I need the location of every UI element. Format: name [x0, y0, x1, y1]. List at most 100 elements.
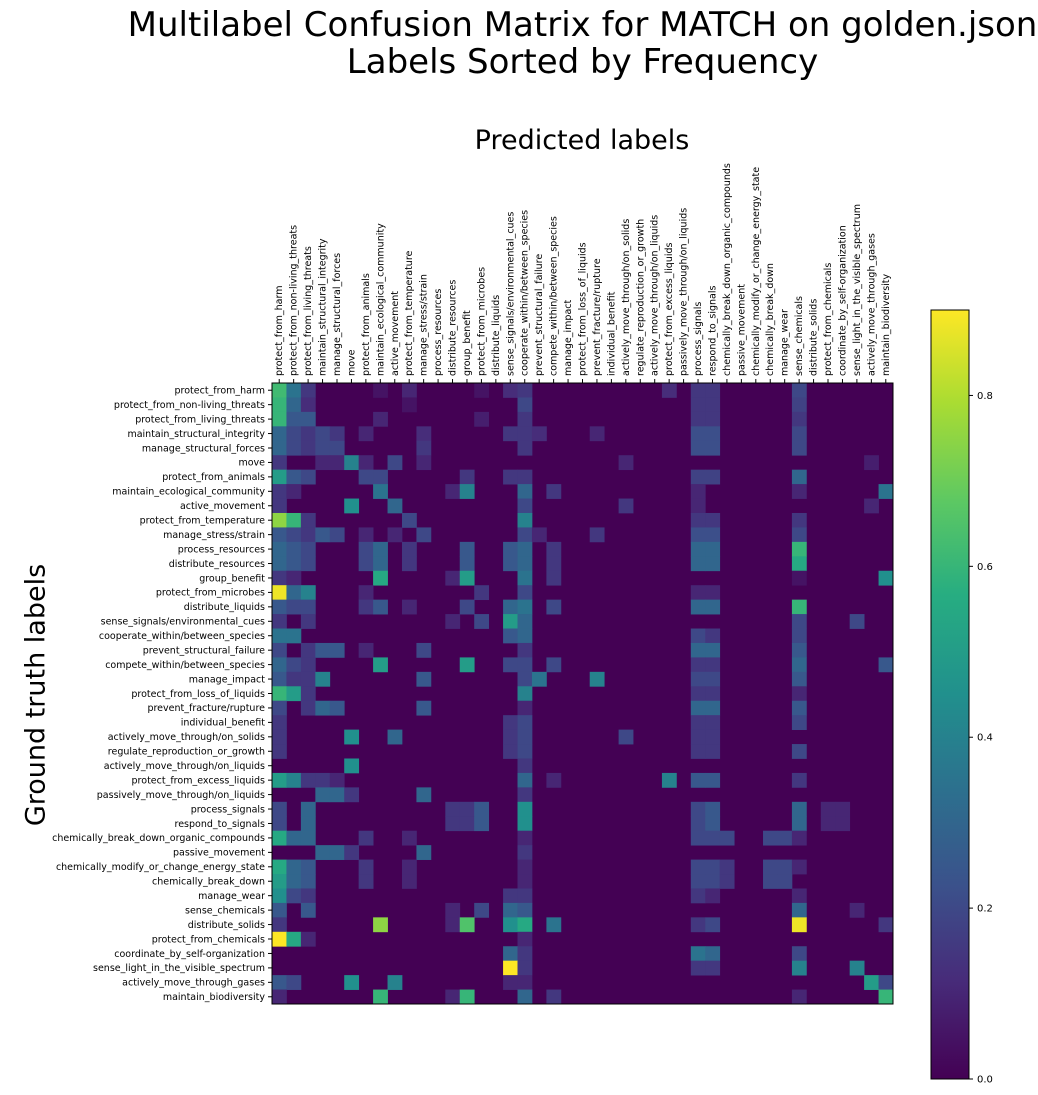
matrix-cell — [344, 975, 360, 990]
matrix-cell — [329, 440, 345, 456]
y-tick-label: maintain_biodiversity — [163, 992, 266, 1003]
matrix-cell — [618, 455, 634, 471]
matrix-cell — [272, 715, 287, 730]
x-tick-label: actively_move_through/on_liquids — [650, 215, 661, 376]
matrix-cell — [705, 585, 721, 601]
y-tick-label: distribute_solids — [188, 920, 265, 931]
matrix-cell — [864, 975, 879, 990]
matrix-cell — [705, 816, 721, 832]
matrix-cell — [517, 787, 533, 803]
matrix-cell — [459, 570, 475, 586]
matrix-cell — [791, 960, 807, 976]
matrix-cell — [373, 917, 388, 933]
matrix-cell — [315, 527, 331, 543]
matrix-cell — [690, 888, 706, 904]
matrix-cell — [503, 657, 518, 673]
matrix-cell — [791, 628, 807, 644]
matrix-cell — [286, 686, 302, 702]
matrix-cell — [517, 484, 533, 499]
matrix-cell — [705, 512, 721, 528]
matrix-cell — [474, 614, 490, 629]
matrix-cell — [373, 469, 388, 485]
colorbar-gradient — [930, 309, 970, 1080]
matrix-cell — [791, 888, 807, 904]
matrix-cell — [272, 527, 287, 543]
matrix-cell — [474, 902, 490, 918]
matrix-cell — [300, 411, 316, 427]
matrix-cell — [690, 671, 706, 687]
matrix-cell — [286, 874, 302, 889]
matrix-cell — [445, 484, 461, 499]
x-tick-label: manage_stress/strain — [419, 274, 430, 376]
x-tick-label: regulate_reproduction_or_growth — [635, 219, 646, 376]
matrix-cell — [690, 715, 706, 730]
matrix-cell — [690, 383, 706, 398]
matrix-cell — [459, 484, 475, 499]
matrix-cell — [474, 383, 490, 398]
matrix-cell — [358, 874, 374, 889]
matrix-cell — [373, 989, 388, 1005]
matrix-cell — [517, 888, 533, 904]
matrix-cell — [272, 902, 287, 918]
matrix-cell — [791, 657, 807, 673]
matrix-cell — [531, 426, 547, 442]
x-tick-label: protect_from_excess_liquids — [664, 242, 675, 376]
matrix-cell — [344, 845, 360, 860]
matrix-cell — [705, 527, 721, 543]
y-tick-label: protect_from_animals — [162, 472, 265, 483]
matrix-cell — [546, 989, 562, 1005]
y-tick-label: actively_move_through/on_solids — [108, 732, 265, 743]
y-tick-label: manage_stress/strain — [163, 530, 265, 541]
matrix-cell — [387, 975, 403, 990]
matrix-cell — [474, 801, 490, 817]
matrix-cell — [705, 628, 721, 644]
matrix-cell — [618, 729, 634, 745]
x-tick-label: sense_chemicals — [794, 296, 805, 376]
matrix-cell — [690, 498, 706, 514]
matrix-cell — [272, 484, 287, 499]
matrix-cell — [690, 440, 706, 456]
matrix-cell — [272, 585, 287, 601]
x-tick-label: process_signals — [693, 302, 704, 376]
x-tick-label: chemically_modify_or_change_energy_state — [751, 167, 762, 376]
x-tick-label: sense_light_in_the_visible_spectrum — [852, 204, 863, 376]
colorbar-tick-label: 0.4 — [977, 733, 993, 744]
y-tick-label: respond_to_signals — [175, 819, 266, 830]
matrix-cell — [445, 989, 461, 1005]
matrix-cell — [416, 845, 432, 860]
matrix-cell — [300, 469, 316, 485]
matrix-cell — [690, 772, 706, 788]
x-tick-label: protect_from_non-living_threats — [289, 225, 300, 376]
matrix-cell — [344, 455, 360, 471]
matrix-cell — [358, 830, 374, 846]
matrix-cell — [517, 570, 533, 586]
matrix-cell — [517, 426, 533, 442]
matrix-cell — [690, 541, 706, 557]
matrix-cell — [690, 874, 706, 889]
matrix-cell — [791, 527, 807, 543]
matrix-cell — [517, 585, 533, 601]
y-tick-label: group_benefit — [199, 573, 265, 584]
matrix-cell — [503, 541, 518, 557]
matrix-cell — [300, 614, 316, 629]
matrix-cell — [791, 686, 807, 702]
matrix-cell — [459, 541, 475, 557]
matrix-cell — [791, 830, 807, 846]
matrix-cell — [358, 585, 374, 601]
matrix-cell — [272, 801, 287, 817]
matrix-cell — [416, 642, 432, 658]
matrix-cell — [272, 975, 287, 990]
matrix-cell — [503, 628, 518, 644]
matrix-cell — [791, 859, 807, 875]
matrix-cell — [546, 657, 562, 673]
chart-subtitle: Labels Sorted by Frequency — [346, 42, 819, 82]
matrix-cell — [272, 657, 287, 673]
matrix-cell — [300, 931, 316, 947]
y-tick-label: distribute_resources — [169, 559, 265, 570]
matrix-cell — [401, 512, 417, 528]
matrix-cell — [300, 642, 316, 658]
matrix-cell — [416, 455, 432, 471]
y-tick-label: prevent_fracture/rupture — [147, 703, 265, 714]
matrix-cell — [791, 772, 807, 788]
matrix-cell — [358, 642, 374, 658]
